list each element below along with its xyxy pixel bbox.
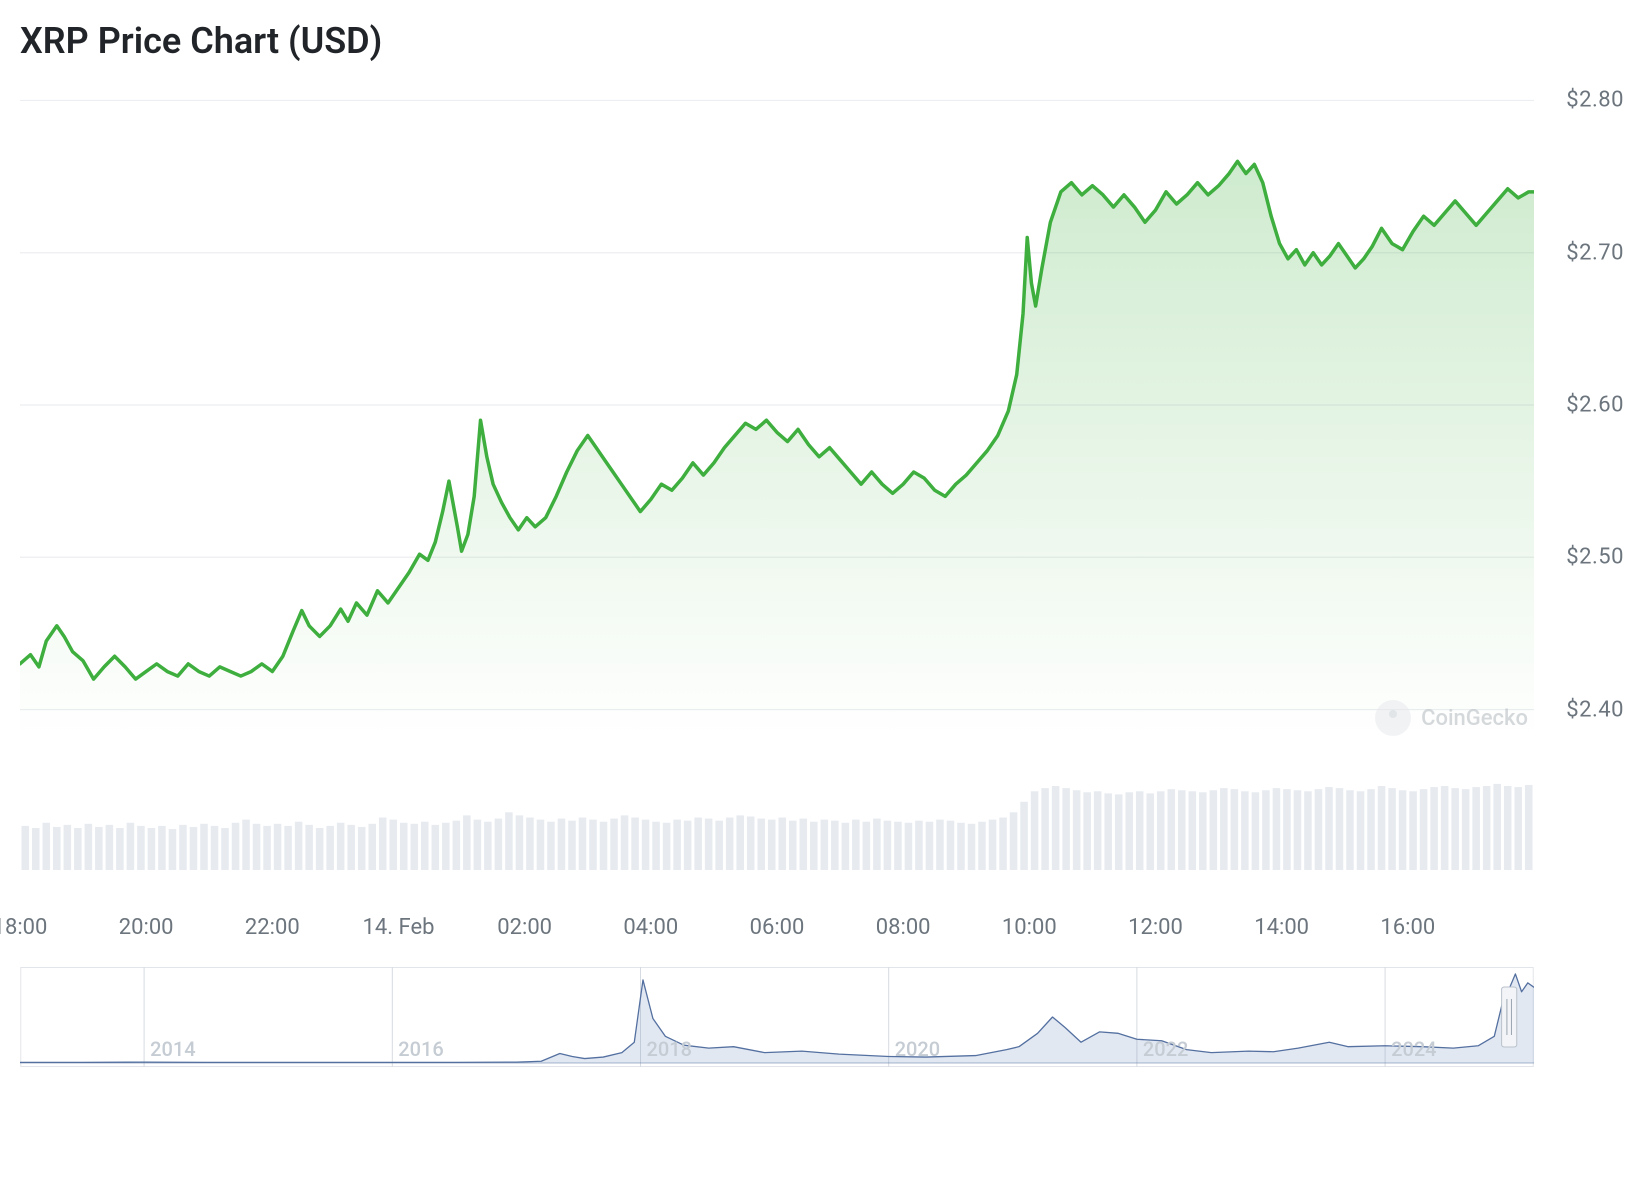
- volume-chart[interactable]: [20, 765, 1534, 870]
- x-tick-label: 02:00: [497, 915, 552, 940]
- navigator-year-label: 2024: [1391, 1037, 1436, 1061]
- x-tick-label: 14. Feb: [363, 915, 435, 940]
- navigator-year-label: 2020: [895, 1037, 940, 1061]
- y-tick-label: $2.60: [1566, 393, 1624, 418]
- x-tick-label: 12:00: [1128, 915, 1183, 940]
- watermark-text: CoinGecko: [1421, 706, 1528, 731]
- price-chart[interactable]: $2.40$2.50$2.60$2.70$2.80 CoinGecko: [20, 70, 1534, 740]
- y-tick-label: $2.40: [1566, 697, 1624, 722]
- x-tick-label: 22:00: [245, 915, 300, 940]
- y-tick-label: $2.50: [1566, 545, 1624, 570]
- y-axis-labels: $2.40 $2.50 $2.60 $2.70 $2.80: [1534, 70, 1624, 740]
- watermark: CoinGecko: [1375, 700, 1528, 736]
- coingecko-icon: [1375, 700, 1411, 736]
- x-tick-label: 14:00: [1254, 915, 1309, 940]
- chart-title: XRP Price Chart (USD): [20, 20, 1624, 62]
- x-tick-label: 18:00: [0, 915, 47, 940]
- y-tick-label: $2.80: [1566, 88, 1624, 113]
- navigator-year-label: 2018: [646, 1037, 691, 1061]
- x-tick-label: 08:00: [876, 915, 931, 940]
- x-tick-label: 20:00: [119, 915, 174, 940]
- x-tick-label: 10:00: [1002, 915, 1057, 940]
- navigator-year-label: 2016: [398, 1037, 443, 1061]
- x-tick-label: 06:00: [750, 915, 805, 940]
- navigator-year-label: 2022: [1143, 1037, 1188, 1061]
- navigator-year-label: 2014: [150, 1037, 195, 1061]
- x-tick-label: 16:00: [1380, 915, 1435, 940]
- y-tick-label: $2.70: [1566, 240, 1624, 265]
- navigator-chart[interactable]: 2014 2016 2018 2020 2022 2024: [20, 967, 1534, 1067]
- x-axis-labels: 18:0020:0022:0014. Feb02:0004:0006:0008:…: [20, 882, 1534, 912]
- x-tick-label: 04:00: [623, 915, 678, 940]
